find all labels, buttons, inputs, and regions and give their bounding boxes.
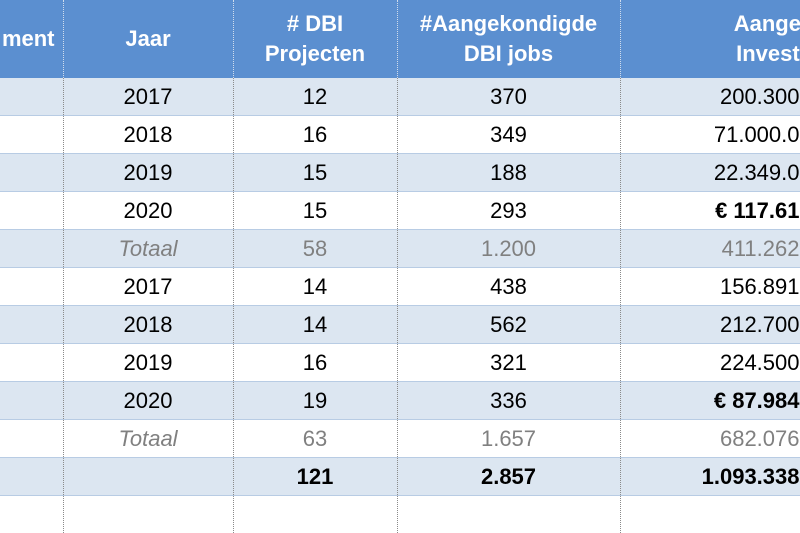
cell: 321: [397, 343, 621, 382]
header-cell: #Aangekondigde DBI jobs: [397, 0, 621, 78]
cell: 71.000.0: [620, 115, 800, 154]
table-row: 2017 14 438 156.891: [0, 267, 800, 306]
cell: 2.857: [397, 457, 621, 496]
cell: 156.891: [620, 267, 800, 306]
cell: [0, 343, 64, 382]
cell: 121: [233, 457, 398, 496]
table-row: [0, 495, 800, 533]
cell: [0, 457, 64, 496]
cell: 2017: [63, 78, 234, 116]
cell: [0, 78, 64, 116]
cell: 336: [397, 381, 621, 420]
cell: 438: [397, 267, 621, 306]
cell: [0, 229, 64, 268]
header-cell: Jaar: [63, 0, 234, 78]
cell: 58: [233, 229, 398, 268]
cell: [63, 457, 234, 496]
cell: 2018: [63, 115, 234, 154]
cell: 682.076: [620, 419, 800, 458]
cell: 16: [233, 115, 398, 154]
cell: 293: [397, 191, 621, 230]
table-row: 2018 14 562 212.700: [0, 305, 800, 344]
table-row: 2017 12 370 200.300: [0, 78, 800, 116]
header-row: ment Jaar # DBI Projecten #Aangekondigde…: [0, 0, 800, 78]
cell: 12: [233, 78, 398, 116]
cell: 2017: [63, 267, 234, 306]
cell: [0, 495, 64, 533]
cell: [63, 495, 234, 533]
cell: [0, 153, 64, 192]
cell: 15: [233, 153, 398, 192]
table-row: 2020 15 293 € 117.61: [0, 191, 800, 230]
cell: [0, 419, 64, 458]
cell: 16: [233, 343, 398, 382]
cell: 188: [397, 153, 621, 192]
table-row: 2020 19 336 € 87.984: [0, 381, 800, 420]
cell: 1.657: [397, 419, 621, 458]
cell: Totaal: [63, 419, 234, 458]
cell: 370: [397, 78, 621, 116]
header-cell: ment: [0, 0, 64, 78]
cell: 15: [233, 191, 398, 230]
cell: [0, 267, 64, 306]
cell: € 87.984: [620, 381, 800, 420]
cell: 562: [397, 305, 621, 344]
table-row: Totaal 63 1.657 682.076: [0, 419, 800, 458]
cell: 22.349.0: [620, 153, 800, 192]
cell: 200.300: [620, 78, 800, 116]
cell: 2020: [63, 191, 234, 230]
cell: 14: [233, 305, 398, 344]
cell: [233, 495, 398, 533]
cell: 1.093.338: [620, 457, 800, 496]
header-cell: # DBI Projecten: [233, 0, 398, 78]
cell: Totaal: [63, 229, 234, 268]
cell: [0, 305, 64, 344]
cell: 63: [233, 419, 398, 458]
cell: 1.200: [397, 229, 621, 268]
cell: [620, 495, 800, 533]
cell: 19: [233, 381, 398, 420]
cell: 411.262: [620, 229, 800, 268]
cell: [0, 115, 64, 154]
cell: € 117.61: [620, 191, 800, 230]
cell: [397, 495, 621, 533]
cell: [0, 381, 64, 420]
cell: 2020: [63, 381, 234, 420]
cell: 224.500: [620, 343, 800, 382]
cell: 212.700: [620, 305, 800, 344]
cell: 14: [233, 267, 398, 306]
table-row: 2019 15 188 22.349.0: [0, 153, 800, 192]
cell: 2019: [63, 343, 234, 382]
cell: 2019: [63, 153, 234, 192]
table-row: 2019 16 321 224.500: [0, 343, 800, 382]
table-row: 121 2.857 1.093.338: [0, 457, 800, 496]
cell: 2018: [63, 305, 234, 344]
header-cell: Aangekond Investering: [620, 0, 800, 78]
cell: [0, 191, 64, 230]
cell: 349: [397, 115, 621, 154]
table-row: Totaal 58 1.200 411.262: [0, 229, 800, 268]
table-row: 2018 16 349 71.000.0: [0, 115, 800, 154]
